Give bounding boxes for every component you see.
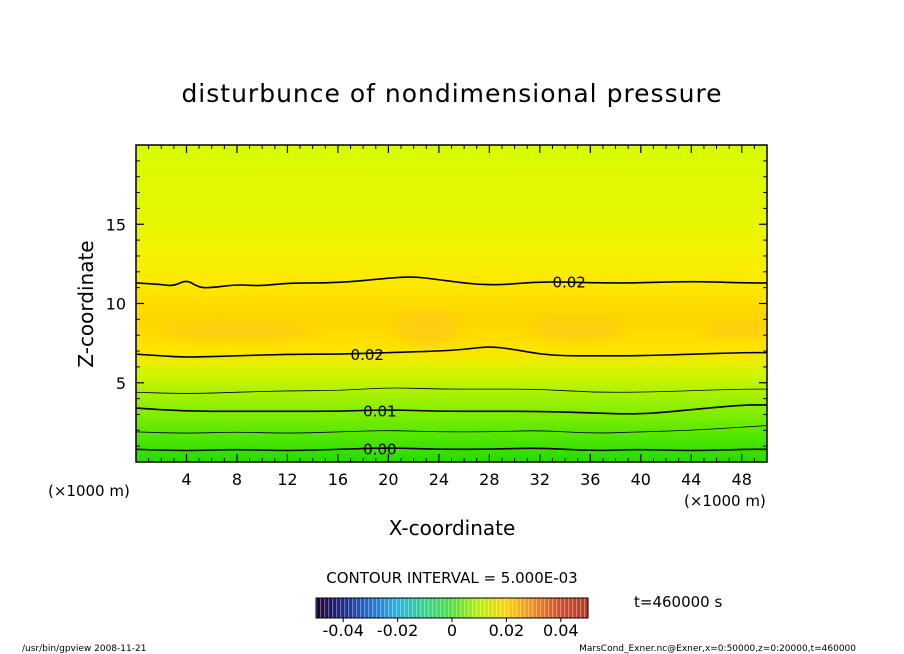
y-tick-label: 5 <box>116 374 126 393</box>
colorbar-tick-label: -0.02 <box>377 621 418 640</box>
x-tick-label: 20 <box>378 470 398 489</box>
contour-line <box>136 447 767 452</box>
colorbar: -0.04 -0.02 0 0.02 0.04 <box>315 597 589 640</box>
pressure-blob <box>161 320 313 340</box>
contour-line <box>136 276 767 289</box>
x-axis-label: X-coordinate <box>389 516 516 540</box>
x-tick-label: 4 <box>181 470 191 489</box>
contour-labels: 0.00 0.01 0.02 0.02 <box>351 274 586 459</box>
x-tick-label: 8 <box>232 470 242 489</box>
contour-label: 0.01 <box>363 402 396 420</box>
x-tick-label: 44 <box>681 470 701 489</box>
contour-line <box>136 425 767 434</box>
x-tick-label: 12 <box>277 470 297 489</box>
x-tick-label: 36 <box>580 470 600 489</box>
contour-label: 0.02 <box>351 346 384 364</box>
contour-line <box>136 387 767 394</box>
colorbar-tick-label: 0 <box>447 621 457 640</box>
pressure-blob <box>394 309 458 345</box>
colorbar-ticks: -0.04 -0.02 0 0.02 0.04 <box>322 618 579 640</box>
contour-line <box>136 346 767 358</box>
colorbar-tick-label: 0.02 <box>489 621 525 640</box>
contour-lines <box>136 276 767 452</box>
y-tick-label: 10 <box>106 295 126 314</box>
contour-label: 0.00 <box>363 441 396 459</box>
contour-interval-label: CONTOUR INTERVAL = 5.000E-03 <box>326 569 577 587</box>
x-unit-left: (×1000 m) <box>48 482 130 500</box>
footer-left: /usr/bin/gpview 2008-11-21 <box>22 644 146 654</box>
x-tick-label: 16 <box>328 470 348 489</box>
high-pressure-blobs <box>161 309 767 345</box>
x-unit-right: (×1000 m) <box>684 492 766 510</box>
pressure-blob <box>703 322 767 339</box>
time-label: t=460000 s <box>634 593 722 611</box>
x-tick-label: 32 <box>530 470 550 489</box>
colorbar-stripe-overlay <box>316 598 588 618</box>
x-tick-label: 28 <box>479 470 499 489</box>
chart-title: disturbunce of nondimensional pressure <box>181 79 722 108</box>
y-tick-label: 15 <box>106 215 126 234</box>
colorbar-tick-label: 0.04 <box>543 621 579 640</box>
footer-right: MarsCond_Exner.nc@Exner,x=0:50000,z=0:20… <box>579 644 856 654</box>
y-axis-label: Z-coordinate <box>74 240 98 367</box>
x-tick-label: 40 <box>631 470 651 489</box>
pressure-blob <box>533 317 622 340</box>
plot-background <box>136 145 767 462</box>
x-tick-label: 48 <box>732 470 752 489</box>
contour-line <box>136 404 767 415</box>
colorbar-tick-label: -0.04 <box>322 621 363 640</box>
contour-label: 0.02 <box>552 274 585 292</box>
plot-area: 0.000.010.020.02 4 8 12 16 20 24 28 32 36 40 44 485… <box>106 144 768 489</box>
x-tick-label: 24 <box>429 470 449 489</box>
